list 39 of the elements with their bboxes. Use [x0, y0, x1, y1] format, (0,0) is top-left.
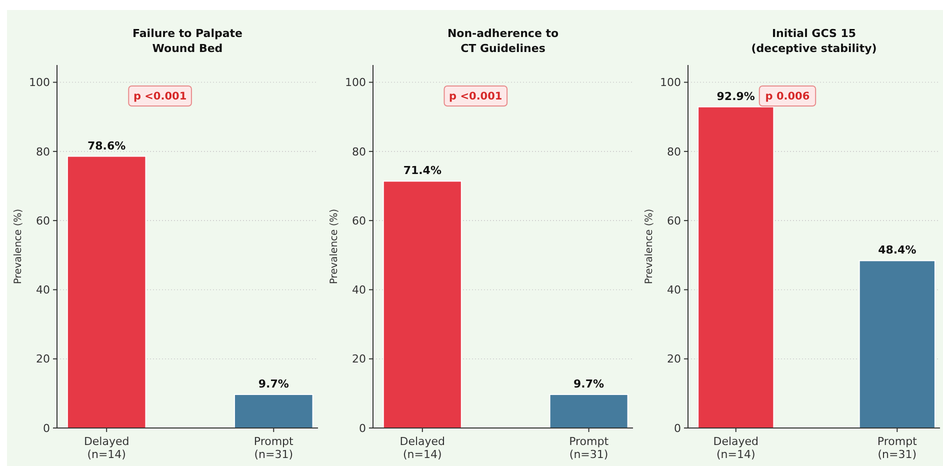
data-label: 9.7% — [258, 377, 289, 390]
data-label: 48.4% — [878, 244, 916, 257]
y-tick-label: 20 — [352, 352, 366, 366]
y-tick-label: 80 — [352, 145, 366, 158]
data-label: 92.9% — [716, 90, 755, 103]
x-tick-label: Prompt (n=31) — [569, 435, 610, 461]
y-tick-label: 60 — [36, 214, 50, 228]
x-tick-label: Prompt (n=31) — [877, 435, 918, 461]
y-tick-label: 40 — [667, 284, 681, 297]
y-tick-label: 0 — [674, 422, 681, 435]
data-label: 71.4% — [403, 164, 442, 178]
annotation: p 0.006 — [765, 90, 810, 103]
y-tick-label: 40 — [36, 284, 50, 297]
y-tick-label: 80 — [36, 145, 50, 158]
y-tick-label: 20 — [667, 352, 681, 366]
x-tick-label: Prompt (n=31) — [254, 435, 294, 461]
y-tick-label: 100 — [29, 76, 50, 90]
y-tick-label: 0 — [43, 422, 50, 435]
y-tick-label: 60 — [667, 214, 681, 228]
y-axis-title: Prevalence (%) — [329, 208, 340, 284]
y-tick-label: 100 — [660, 76, 681, 90]
data-label: 78.6% — [88, 139, 126, 152]
y-axis-title: Prevalence (%) — [644, 208, 655, 284]
annotation: p <0.001 — [449, 90, 502, 103]
y-tick-label: 100 — [345, 76, 366, 90]
y-tick-label: 40 — [352, 284, 366, 297]
chart-title: Non-adherence to CT Guidelines — [447, 27, 559, 55]
annotation: p <0.001 — [133, 90, 187, 103]
y-tick-label: 60 — [352, 214, 366, 228]
x-tick-label: Delayed (n=14) — [713, 435, 759, 461]
x-tick-label: Delayed (n=14) — [84, 435, 130, 461]
y-tick-label: 0 — [359, 422, 366, 435]
y-tick-label: 80 — [667, 145, 681, 158]
chart-title: Initial GCS 15 (deceptive stability) — [751, 27, 877, 55]
chart-title: Failure to Palpate Wound Bed — [132, 27, 242, 55]
y-tick-label: 20 — [36, 352, 50, 366]
data-label: 9.7% — [574, 377, 604, 390]
x-tick-label: Delayed (n=14) — [400, 435, 446, 461]
y-axis-title: Prevalence (%) — [13, 208, 24, 284]
